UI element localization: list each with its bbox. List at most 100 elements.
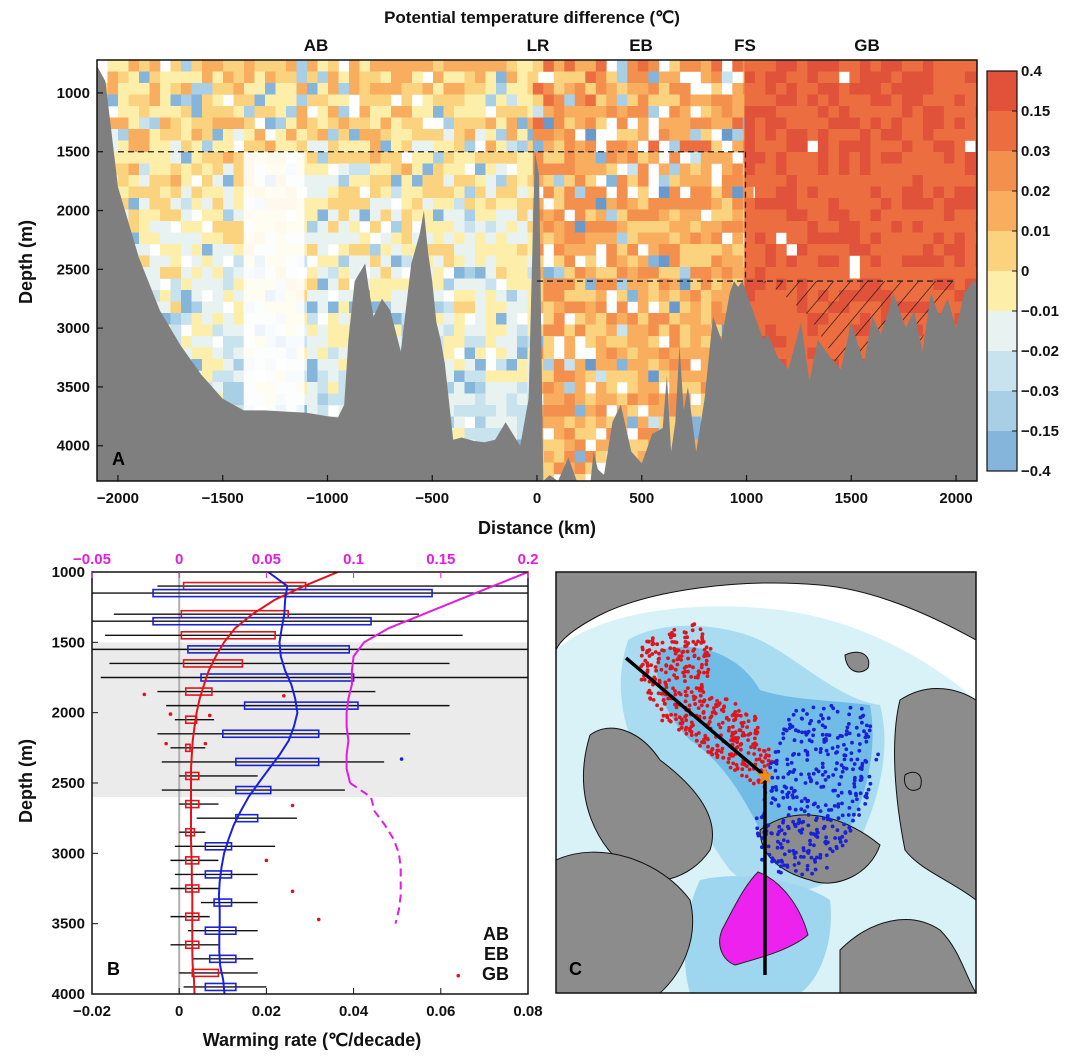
heatmap-cell <box>679 209 691 222</box>
heatmap-cell <box>658 359 670 371</box>
heatmap-cell <box>627 405 639 417</box>
station-point <box>796 729 801 734</box>
station-point <box>801 819 806 824</box>
heatmap-cell <box>964 163 976 176</box>
heatmap-cell <box>233 163 245 176</box>
station-point <box>672 646 677 651</box>
station-point <box>863 735 868 740</box>
heatmap-cell <box>595 232 607 245</box>
heatmap-cell <box>433 244 444 256</box>
heatmap-cell <box>181 60 192 72</box>
heatmap-cell <box>637 163 649 176</box>
heatmap-cell <box>943 221 955 233</box>
heatmap-cell <box>891 83 903 95</box>
heatmap-cell <box>532 60 544 72</box>
heatmap-cell <box>170 140 182 153</box>
heatmap-cell <box>496 232 507 245</box>
station-point <box>766 747 771 752</box>
heatmap-cell <box>202 117 213 130</box>
heatmap-cell <box>170 301 182 314</box>
station-point <box>684 718 689 723</box>
heatmap-cell <box>275 83 287 95</box>
heatmap-cell <box>233 382 245 394</box>
top-x-tick-label: 0.1 <box>343 551 364 568</box>
heatmap-cell <box>711 152 723 164</box>
heatmap-cell <box>754 255 766 268</box>
station-point <box>799 716 804 721</box>
heatmap-cell <box>191 221 203 233</box>
heatmap-cell <box>912 221 924 233</box>
heatmap-cell <box>553 175 565 187</box>
station-point <box>761 760 765 764</box>
heatmap-cell <box>585 405 597 417</box>
station-point <box>840 801 844 806</box>
station-point <box>822 824 827 829</box>
station-point <box>791 770 795 774</box>
heatmap-cell <box>517 416 528 429</box>
heatmap-cell <box>464 60 476 72</box>
station-point <box>757 778 761 783</box>
heatmap-cell <box>786 94 798 107</box>
heatmap-cell <box>359 232 371 245</box>
heatmap-cell <box>880 71 892 84</box>
heatmap-cell <box>679 267 691 279</box>
x-tick-label: 0.06 <box>426 1003 455 1020</box>
heatmap-cell <box>359 71 371 84</box>
heatmap-cell <box>669 416 681 429</box>
station-point <box>787 806 792 811</box>
heatmap-cell <box>828 71 840 84</box>
station-point <box>832 804 837 808</box>
heatmap-cell <box>128 71 140 84</box>
heatmap-cell <box>796 186 808 199</box>
heatmap-cell <box>765 163 777 176</box>
heatmap-cell <box>679 232 691 245</box>
heatmap-cell <box>485 405 497 417</box>
heatmap-cell <box>721 152 733 164</box>
heatmap-cell <box>765 290 777 302</box>
heatmap-cell <box>170 117 182 130</box>
land-svalbard <box>844 651 870 673</box>
colorbar-label: 0.03 <box>1021 143 1050 160</box>
heatmap-cell <box>170 324 182 337</box>
heatmap-cell <box>454 359 465 371</box>
station-point <box>745 764 749 768</box>
heatmap-cell <box>744 83 756 95</box>
station-point <box>753 741 757 746</box>
heatmap-cell <box>807 347 819 360</box>
heatmap-cell <box>517 106 528 118</box>
heatmap-cell <box>349 232 360 245</box>
heatmap-cell <box>975 221 977 233</box>
station-point <box>682 674 687 678</box>
heatmap-cell <box>616 209 628 222</box>
y-tick-label: 1500 <box>52 634 85 651</box>
heatmap-cell <box>553 359 565 371</box>
station-point <box>824 853 829 858</box>
heatmap-cell <box>606 347 618 360</box>
heatmap-cell <box>954 129 966 141</box>
heatmap-cell <box>786 175 798 187</box>
heatmap-cell <box>616 313 628 325</box>
heatmap-cell <box>574 301 586 314</box>
y-tick-label: 4000 <box>57 438 90 455</box>
station-point <box>791 753 795 757</box>
y-tick-label: 3500 <box>52 916 85 933</box>
heatmap-cell <box>317 94 329 107</box>
heatmap-cell <box>880 186 892 199</box>
station-point <box>730 734 734 738</box>
heatmap-cell <box>658 278 670 291</box>
heatmap-cell <box>254 71 266 84</box>
heatmap-cell <box>595 451 607 463</box>
heatmap-cell <box>933 163 945 176</box>
heatmap-cell <box>443 186 455 199</box>
heatmap-cell <box>648 232 660 245</box>
heatmap-cell <box>744 163 756 176</box>
station-point <box>786 813 791 817</box>
heatmap-cell <box>475 278 486 291</box>
station-point <box>661 698 666 703</box>
heatmap-cell <box>765 221 777 233</box>
dashed-region-boxes <box>117 151 957 282</box>
heatmap-cell <box>443 71 455 84</box>
station-point <box>805 758 810 762</box>
heatmap-cell <box>880 244 892 256</box>
station-point <box>866 734 871 739</box>
